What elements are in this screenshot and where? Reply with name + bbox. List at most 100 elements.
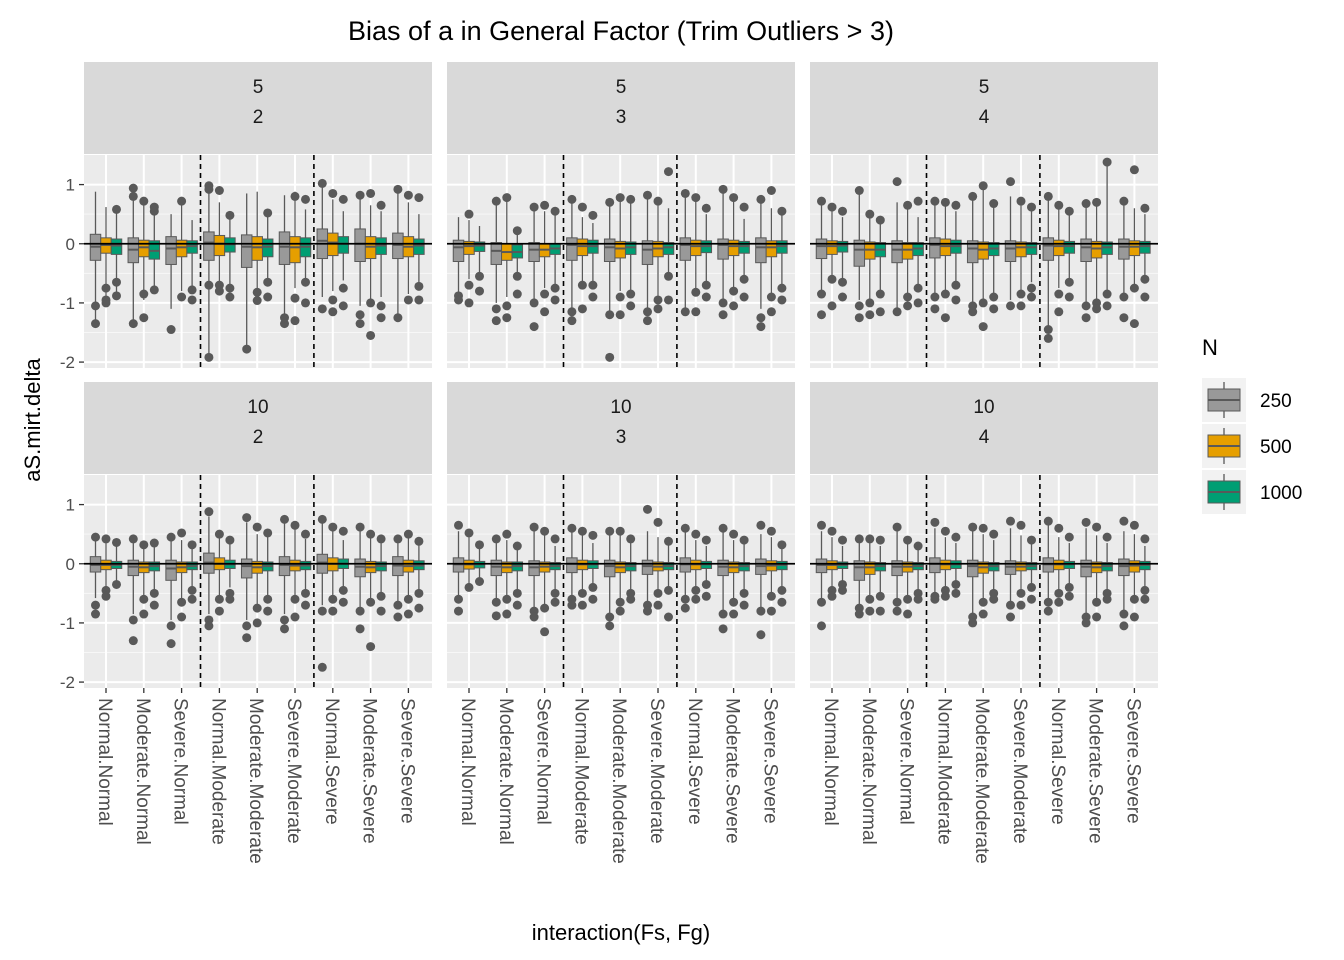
outlier-point (512, 289, 522, 299)
outlier-point (989, 292, 999, 302)
outlier-point (951, 280, 961, 290)
box-500 (501, 529, 513, 619)
outlier-point (242, 633, 252, 643)
outlier-point (91, 532, 100, 542)
outlier-point (892, 522, 902, 532)
outlier-point (301, 298, 310, 308)
outlier-point (139, 196, 149, 206)
outlier-point (626, 194, 636, 204)
outlier-point (1129, 612, 1139, 622)
box-1000 (624, 194, 637, 311)
outlier-point (366, 642, 376, 652)
outlier-point (317, 606, 327, 616)
box-250 (490, 196, 503, 326)
outlier-point (838, 585, 847, 595)
box-500 (251, 522, 263, 628)
outlier-point (328, 522, 338, 532)
outlier-point (328, 606, 338, 616)
outlier-point (366, 330, 376, 340)
outlier-point (701, 280, 711, 290)
outlier-point (1140, 585, 1150, 595)
outlier-point (718, 609, 728, 619)
outlier-point (838, 535, 847, 545)
outlier-point (317, 178, 327, 188)
outlier-point (1064, 582, 1074, 592)
outlier-point (615, 606, 625, 616)
outlier-point (1081, 313, 1091, 323)
box-body (966, 559, 979, 578)
x-tick-label: Severe.Normal (533, 698, 554, 825)
outlier-point (1016, 196, 1026, 206)
outlier-point (701, 535, 711, 545)
box-250 (1118, 196, 1130, 323)
outlier-point (403, 190, 413, 200)
outlier-point (475, 286, 484, 296)
box-body (175, 239, 188, 258)
outlier-point (680, 603, 690, 613)
outlier-point (729, 301, 739, 311)
outlier-point (529, 298, 539, 308)
outlier-point (827, 301, 837, 311)
outlier-point (588, 530, 598, 540)
box-500 (538, 526, 551, 637)
box-500 (727, 529, 740, 619)
outlier-point (338, 283, 348, 293)
box-500 (1090, 197, 1103, 314)
outlier-point (875, 535, 885, 545)
box-250 (929, 196, 941, 314)
outlier-point (263, 528, 273, 538)
box-500 (100, 534, 112, 601)
outlier-point (766, 307, 776, 317)
outlier-point (1102, 594, 1112, 604)
outlier-point (615, 526, 625, 536)
outlier-point (680, 523, 690, 533)
box-1000 (413, 193, 425, 305)
box-1000 (1063, 206, 1076, 302)
outlier-point (827, 202, 837, 212)
box-body (1139, 240, 1151, 254)
x-tick-label: Moderate.Moderate (245, 698, 266, 864)
outlier-point (854, 534, 864, 544)
box-body (127, 559, 140, 577)
outlier-point (1043, 191, 1053, 201)
outlier-point (491, 196, 501, 206)
outlier-point (567, 194, 577, 204)
box-1000 (1025, 202, 1038, 302)
outlier-point (464, 582, 474, 592)
box-body (490, 559, 503, 577)
outlier-point (187, 540, 197, 550)
outlier-point (475, 271, 484, 281)
outlier-point (1054, 523, 1064, 533)
strip-label: 10 (247, 397, 268, 418)
box-250 (240, 513, 253, 643)
y-tick-label: -2 (60, 673, 75, 692)
box-1000 (587, 210, 599, 302)
outlier-point (913, 594, 923, 604)
outlier-point (187, 585, 197, 595)
outlier-point (366, 188, 376, 198)
box-body (566, 237, 578, 261)
outlier-point (1140, 274, 1150, 284)
outlier-point (139, 594, 149, 604)
box-500 (652, 517, 664, 610)
outlier-point (204, 621, 214, 631)
box-250 (203, 181, 215, 362)
box-body (939, 238, 952, 257)
box-250 (929, 517, 941, 604)
outlier-point (739, 202, 749, 212)
x-tick-label: Severe.Moderate (1009, 698, 1030, 844)
strip-background (84, 62, 432, 154)
outlier-point (128, 534, 138, 544)
outlier-point (1054, 200, 1064, 210)
outlier-point (968, 618, 978, 628)
box-250 (891, 177, 903, 317)
box-500 (463, 209, 475, 308)
box-500 (690, 529, 702, 604)
outlier-point (366, 298, 376, 308)
strip-label: 2 (253, 107, 264, 128)
outlier-point (1129, 165, 1139, 175)
outlier-point (1092, 522, 1102, 532)
outlier-point (128, 183, 138, 193)
y-tick-label: 1 (66, 496, 75, 515)
box-body (251, 236, 263, 261)
